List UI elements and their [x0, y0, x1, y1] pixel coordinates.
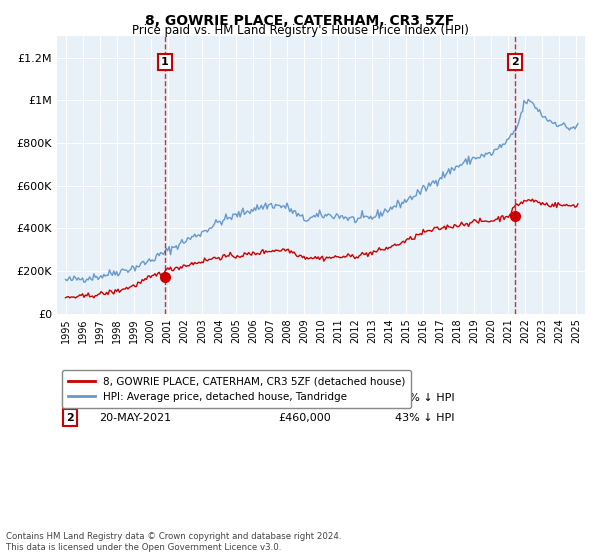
- Text: £169,950: £169,950: [279, 393, 332, 403]
- Text: Contains HM Land Registry data © Crown copyright and database right 2024.
This d: Contains HM Land Registry data © Crown c…: [6, 532, 341, 552]
- Text: Price paid vs. HM Land Registry's House Price Index (HPI): Price paid vs. HM Land Registry's House …: [131, 24, 469, 37]
- Text: 8, GOWRIE PLACE, CATERHAM, CR3 5ZF: 8, GOWRIE PLACE, CATERHAM, CR3 5ZF: [145, 14, 455, 28]
- Text: £460,000: £460,000: [279, 413, 332, 423]
- Text: 43% ↓ HPI: 43% ↓ HPI: [395, 413, 454, 423]
- Text: 47% ↓ HPI: 47% ↓ HPI: [395, 393, 455, 403]
- Text: 2: 2: [511, 57, 519, 67]
- Legend: 8, GOWRIE PLACE, CATERHAM, CR3 5ZF (detached house), HPI: Average price, detache: 8, GOWRIE PLACE, CATERHAM, CR3 5ZF (deta…: [62, 370, 412, 408]
- Text: 2: 2: [67, 413, 74, 423]
- Text: 1: 1: [67, 393, 74, 403]
- Text: 20-MAY-2021: 20-MAY-2021: [99, 413, 172, 423]
- Text: 1: 1: [161, 57, 169, 67]
- Text: 31-OCT-2000: 31-OCT-2000: [99, 393, 172, 403]
